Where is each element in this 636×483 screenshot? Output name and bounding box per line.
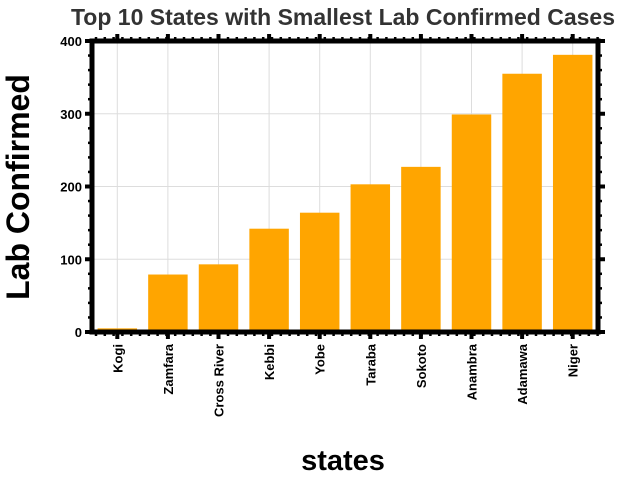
bar-zamfara	[148, 274, 188, 332]
x-tick-label: Yobe	[313, 344, 328, 375]
y-tick-label: 0	[75, 325, 82, 340]
bar-kebbi	[249, 228, 289, 332]
y-tick-label: 300	[60, 107, 82, 122]
bars	[97, 54, 593, 333]
y-tick-labels: 0 100 200 300 400	[60, 34, 82, 340]
bar-adamawa	[502, 73, 542, 333]
x-axis-label: states	[301, 445, 385, 477]
bar-sokoto	[401, 166, 441, 332]
bar-yobe	[299, 212, 340, 332]
x-tick-label: Zamfara	[161, 343, 176, 394]
bar-anambra	[451, 114, 492, 332]
x-tick-label: Adamawa	[515, 343, 530, 404]
y-tick-label: 200	[60, 180, 82, 195]
x-tick-label: Kogi	[110, 344, 125, 373]
y-tick-label: 100	[60, 252, 82, 267]
bar-niger	[552, 54, 593, 332]
bar-cross-river	[198, 264, 239, 332]
plot-frame	[89, 38, 601, 335]
x-tick-label: Taraba	[363, 343, 378, 385]
y-axis-label: Lab Confirmed	[0, 74, 36, 300]
y-tick-label: 400	[60, 34, 82, 49]
x-tick-label: Niger	[566, 344, 581, 377]
chart-title: Top 10 States with Smallest Lab Confirme…	[71, 4, 615, 30]
x-tick-label: Kebbi	[262, 344, 277, 380]
bar-taraba	[350, 184, 391, 332]
x-tick-label: Cross River	[212, 344, 227, 417]
x-tick-label: Sokoto	[414, 344, 429, 388]
x-tick-label: Anambra	[465, 343, 480, 400]
x-tick-labels: Kogi Zamfara Cross River Kebbi Yobe Taraba Sok…	[110, 343, 580, 417]
